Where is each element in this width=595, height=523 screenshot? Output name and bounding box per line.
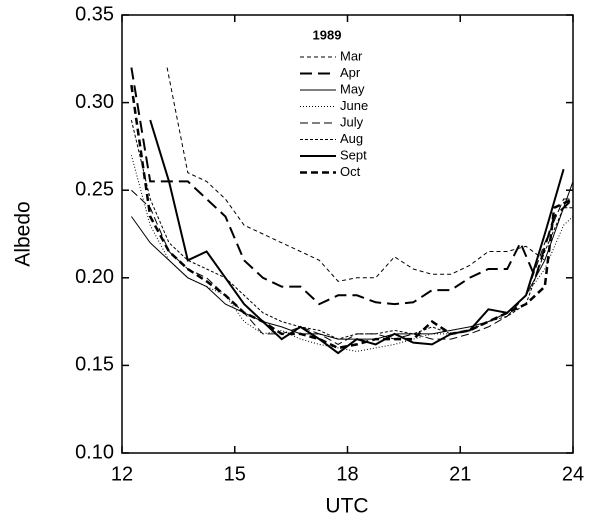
x-tick-label: 21 xyxy=(449,463,471,485)
x-tick-label: 15 xyxy=(224,463,246,485)
legend-label: Mar xyxy=(340,48,363,63)
line xyxy=(130,119,573,340)
y-axis-label: Albedo xyxy=(12,201,35,266)
y-tick-label: 0.30 xyxy=(75,91,114,113)
legend-label: Aug xyxy=(340,131,363,146)
line xyxy=(166,67,546,282)
line xyxy=(130,155,574,352)
line xyxy=(130,84,574,350)
legend-title: 1989 xyxy=(313,27,342,42)
legend-label: Sept xyxy=(340,147,367,162)
line xyxy=(149,119,565,355)
y-tick-label: 0.35 xyxy=(75,3,114,25)
x-tick-label: 12 xyxy=(111,463,133,485)
line xyxy=(131,189,573,345)
line xyxy=(130,181,574,340)
legend-label: May xyxy=(340,81,365,96)
y-tick-label: 0.10 xyxy=(75,441,114,463)
x-tick-label: 24 xyxy=(562,463,584,485)
legend-label: Apr xyxy=(340,65,361,80)
y-tick-label: 0.15 xyxy=(75,354,114,376)
y-tick-label: 0.25 xyxy=(75,178,114,200)
x-tick-label: 18 xyxy=(336,463,358,485)
legend-label: July xyxy=(340,114,364,129)
y-tick-label: 0.20 xyxy=(75,266,114,288)
legend-label: June xyxy=(340,98,368,113)
x-axis-label: UTC xyxy=(325,495,368,518)
legend-label: Oct xyxy=(340,164,361,179)
line xyxy=(130,67,574,306)
